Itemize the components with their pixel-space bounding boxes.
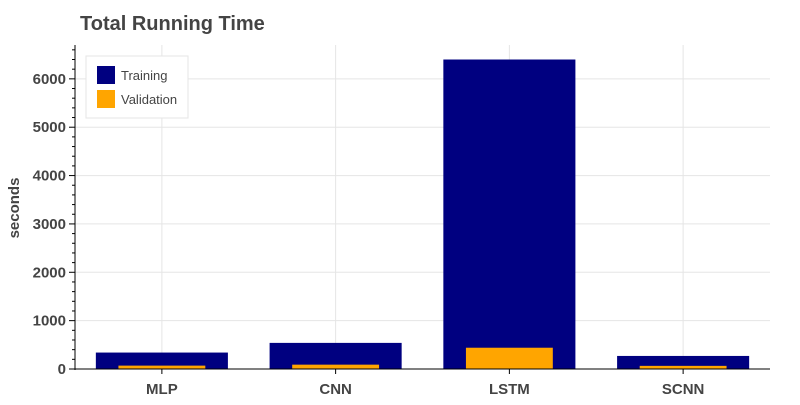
legend-swatch-validation xyxy=(97,90,115,108)
bars xyxy=(95,59,750,370)
bar-validation-lstm xyxy=(465,347,553,369)
x-tick-label: LSTM xyxy=(489,381,530,398)
legend-label-training: Training xyxy=(121,68,167,83)
legend-swatch-training xyxy=(97,66,115,84)
chart-title: Total Running Time xyxy=(80,13,265,35)
x-tick-label: MLP xyxy=(146,381,178,398)
legend-label-validation: Validation xyxy=(121,92,177,107)
y-tick-label: 5000 xyxy=(33,119,66,136)
axes: 0 1000 2000 3000 4000 5000 6000 MLP CNN LSTM SCNN xyxy=(33,45,770,398)
bar-training-lstm xyxy=(443,59,576,370)
y-tick-label: 4000 xyxy=(33,168,66,185)
y-axis-label: seconds xyxy=(6,178,23,239)
gridlines xyxy=(75,45,770,370)
bar-validation-cnn xyxy=(292,364,380,369)
x-tick-label: CNN xyxy=(319,381,352,398)
y-tick-label: 2000 xyxy=(33,264,66,281)
bar-training-mlp xyxy=(95,352,228,369)
bar-validation-mlp xyxy=(118,365,206,369)
y-tick-label: 6000 xyxy=(33,71,66,88)
y-tick-label: 0 xyxy=(58,361,66,378)
y-tick-label: 1000 xyxy=(33,313,66,330)
y-tick-label: 3000 xyxy=(33,216,66,233)
bar-validation-scnn xyxy=(639,365,727,369)
x-tick-label: SCNN xyxy=(662,381,705,398)
legend-box xyxy=(85,55,189,119)
legend: Training Validation xyxy=(85,55,189,119)
bar-training-scnn xyxy=(617,355,750,369)
